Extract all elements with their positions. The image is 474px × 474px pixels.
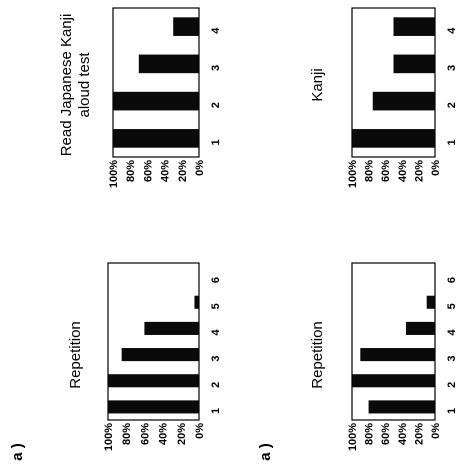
value-tick-3-3: 60%	[380, 160, 392, 182]
category-label-3-0: 1	[446, 139, 458, 145]
category-label-1-1: 2	[210, 102, 222, 108]
plot-frame-1	[112, 7, 200, 158]
category-label-3-3: 4	[446, 27, 458, 34]
bar-1-2	[138, 54, 199, 74]
bar-2-1	[352, 374, 435, 388]
category-label-2-5: 6	[446, 277, 458, 283]
category-label-1-2: 3	[210, 65, 222, 71]
plot-frame-2	[351, 262, 436, 421]
value-tick-1-0: 0%	[194, 160, 206, 176]
category-label-1-3: 4	[210, 27, 222, 34]
chart-title-1-line1: aloud test	[76, 52, 93, 118]
chart-title-3: Kanji	[309, 68, 326, 101]
category-label-3-2: 3	[446, 65, 458, 71]
category-label-0-1: 2	[210, 382, 222, 388]
chart-title-1-line0: Read Japanese Kanji	[58, 14, 75, 157]
value-tick-0-3: 60%	[139, 423, 151, 445]
bar-0-4	[194, 295, 199, 309]
chart-title-2: Repetition	[309, 321, 326, 389]
bar-2-4	[426, 295, 435, 309]
category-label-0-2: 3	[210, 356, 222, 362]
bar-1-1	[113, 91, 199, 111]
value-tick-1-1: 20%	[177, 160, 189, 182]
value-tick-0-5: 100%	[103, 423, 115, 451]
value-tick-3-5: 100%	[347, 160, 359, 188]
value-tick-1-5: 100%	[108, 160, 120, 188]
value-tick-2-4: 80%	[364, 423, 376, 445]
value-tick-0-2: 40%	[158, 423, 170, 445]
value-tick-3-0: 0%	[430, 160, 442, 176]
category-label-0-3: 4	[210, 328, 222, 335]
bar-3-2	[393, 54, 435, 74]
value-tick-2-0: 0%	[430, 423, 442, 439]
bar-0-3	[144, 321, 199, 335]
value-tick-3-1: 20%	[413, 160, 425, 182]
value-tick-0-4: 80%	[121, 423, 133, 445]
category-label-2-0: 1	[446, 408, 458, 414]
value-tick-3-4: 80%	[364, 160, 376, 182]
bar-3-0	[352, 129, 435, 148]
value-tick-2-3: 60%	[380, 423, 392, 445]
category-label-3-1: 2	[446, 102, 458, 108]
bar-2-2	[360, 348, 435, 362]
bar-2-0	[368, 400, 435, 414]
bar-3-3	[393, 17, 435, 36]
value-tick-1-4: 80%	[125, 160, 137, 182]
category-label-2-3: 4	[446, 328, 458, 335]
value-tick-1-2: 40%	[160, 160, 172, 182]
chart-title-0: Repetition	[67, 321, 84, 389]
value-tick-0-1: 20%	[176, 423, 188, 445]
category-label-2-2: 3	[446, 356, 458, 362]
category-label-2-1: 2	[446, 382, 458, 388]
value-tick-2-2: 40%	[397, 423, 409, 445]
bar-0-1	[108, 374, 199, 388]
bar-3-1	[372, 91, 435, 111]
bar-2-3	[405, 321, 435, 335]
panel-label-bottom: a )	[257, 443, 274, 461]
value-tick-2-5: 100%	[347, 423, 359, 451]
bar-1-3	[173, 17, 199, 36]
bar-1-0	[113, 129, 199, 148]
value-tick-2-1: 20%	[413, 423, 425, 445]
value-tick-1-3: 60%	[142, 160, 154, 182]
value-tick-0-0: 0%	[194, 423, 206, 439]
bar-0-2	[121, 348, 199, 362]
panel-label-top: a )	[9, 443, 26, 461]
plot-frame-0	[107, 262, 200, 421]
bar-0-0	[108, 400, 199, 414]
plot-frame-3	[351, 7, 436, 158]
category-label-0-5: 6	[210, 277, 222, 283]
category-label-0-4: 5	[210, 303, 222, 309]
category-label-2-4: 5	[446, 303, 458, 309]
value-tick-3-2: 40%	[397, 160, 409, 182]
category-label-0-0: 1	[210, 408, 222, 414]
category-label-1-0: 1	[210, 139, 222, 145]
